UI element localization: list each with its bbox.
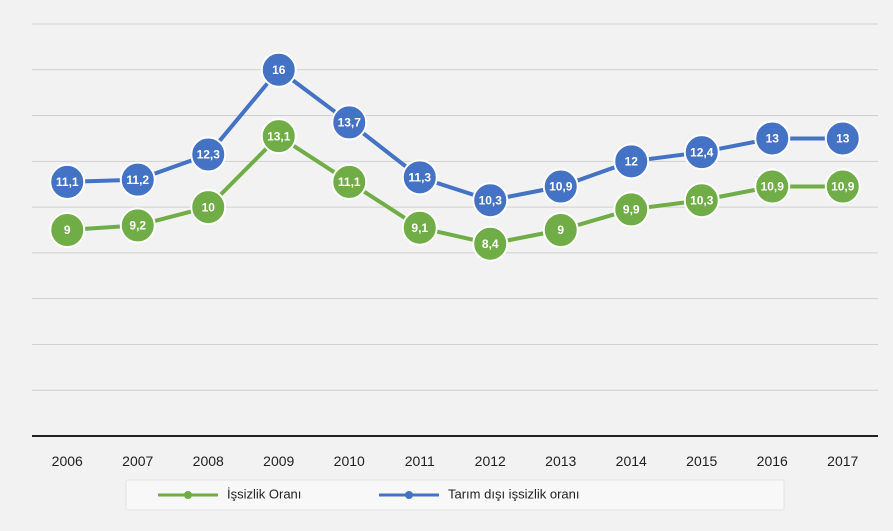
x-tick-label: 2008 [193,453,224,469]
nonagricultural-unemployment-rate-data-label: 11,3 [408,171,431,185]
x-tick-label: 2006 [52,453,83,469]
unemployment-rate-point [824,168,861,205]
nonagricultural-unemployment-rate-data-label: 12,4 [690,145,714,159]
unemployment-rate-data-label: 10 [202,200,216,214]
nonagricultural-unemployment-rate-point [542,168,579,205]
legend-item: Tarım dışı işsizlik oranı [379,486,579,501]
unemployment-rate-point [754,168,791,205]
series-group: 11,1 11,2 12,3 16 13,7 11,3 10,3 10,9 12 12,4 13 13 [49,51,861,219]
unemployment-rate-data-label: 8,4 [482,237,499,251]
series-layer: 11,1 11,2 12,3 16 13,7 11,3 10,3 10,9 12 12,4 13 13… [49,51,861,262]
unemployment-rate-point [119,207,156,244]
legend-box [125,479,785,511]
nonagricultural-unemployment-rate-point [401,159,438,196]
x-tick-label: 2015 [686,453,717,469]
legend-label: İşsizlik Oranı [227,486,301,501]
axis-layer: 2006 2007 2008 2009 2010 2011 2012 2013 2014 2015… [32,435,878,469]
x-tick-label: 2010 [334,453,365,469]
unemployment-rate-point [190,189,227,226]
x-tick-label: 2007 [122,453,153,469]
x-tick-label: 2014 [616,453,647,469]
nonagricultural-unemployment-rate-point [119,161,156,198]
unemployment-rate-data-label: 11,1 [338,175,361,189]
unemployment-rate-data-label: 9,1 [411,221,428,235]
unemployment-rate-point [613,191,650,228]
unemployment-rate-point [472,225,509,262]
unemployment-rate-data-label: 13,1 [267,129,291,143]
nonagricultural-unemployment-rate-data-label: 13 [836,132,850,146]
nonagricultural-unemployment-rate-point [190,136,227,173]
x-tick-label: 2013 [545,453,576,469]
nonagricultural-unemployment-rate-data-label: 12 [625,155,639,169]
unemployment-rate-point [49,212,86,248]
nonagricultural-unemployment-rate-data-label: 12,3 [197,148,221,162]
nonagricultural-unemployment-rate-data-label: 10,9 [549,180,573,194]
legend-item: İşsizlik Oranı [158,486,301,501]
nonagricultural-unemployment-rate-line [65,67,845,203]
x-tick-label: 2009 [263,453,294,469]
x-tick-label: 2016 [757,453,788,469]
grid-layer [32,23,878,391]
nonagricultural-unemployment-rate-point [331,104,368,141]
series-group: 9 9,2 10 13,1 11,1 9,1 8,4 9 9,9 10,3 10,9 10,9 [49,118,861,262]
nonagricultural-unemployment-rate-point [754,120,791,157]
unemployment-rate-data-label: 9 [64,223,71,237]
unemployment-rate-point [260,118,297,155]
nonagricultural-unemployment-rate-point [260,51,297,88]
unemployment-rate-data-label: 10,9 [831,180,855,194]
nonagricultural-unemployment-rate-point [49,163,86,200]
unemployment-rate-data-label: 9 [557,223,564,237]
nonagricultural-unemployment-rate-point [683,134,720,171]
unemployment-rate-point [401,209,438,246]
legend-label: Tarım dışı işsizlik oranı [448,486,579,501]
unemployment-rate-point [331,163,368,200]
unemployment-rate-data-label: 9,2 [129,219,146,233]
unemployment-rate-point [683,182,720,219]
nonagricultural-unemployment-rate-data-label: 13,7 [338,116,362,130]
nonagricultural-unemployment-rate-data-label: 13 [766,132,780,146]
nonagricultural-unemployment-rate-point [472,182,509,219]
unemployment-rate-data-label: 9,9 [623,203,640,217]
unemployment-rate-data-label: 10,9 [761,180,785,194]
legend-layer: İşsizlik Oranı Tarım dışı işsizlik oranı [125,479,785,511]
x-tick-label: 2012 [475,453,506,469]
nonagricultural-unemployment-rate-data-label: 10,3 [479,193,503,207]
unemployment-rate-data-label: 10,3 [690,193,714,207]
nonagricultural-unemployment-rate-point [824,120,861,157]
legend-marker-icon [405,491,413,499]
x-tick-label: 2011 [405,453,435,469]
nonagricultural-unemployment-rate-point [613,143,650,180]
legend-marker-icon [184,491,192,499]
x-tick-label: 2017 [827,453,858,469]
nonagricultural-unemployment-rate-data-label: 11,1 [56,175,79,189]
unemployment-rate-point [542,212,579,248]
nonagricultural-unemployment-rate-data-label: 11,2 [126,173,149,187]
nonagricultural-unemployment-rate-data-label: 16 [272,63,286,77]
